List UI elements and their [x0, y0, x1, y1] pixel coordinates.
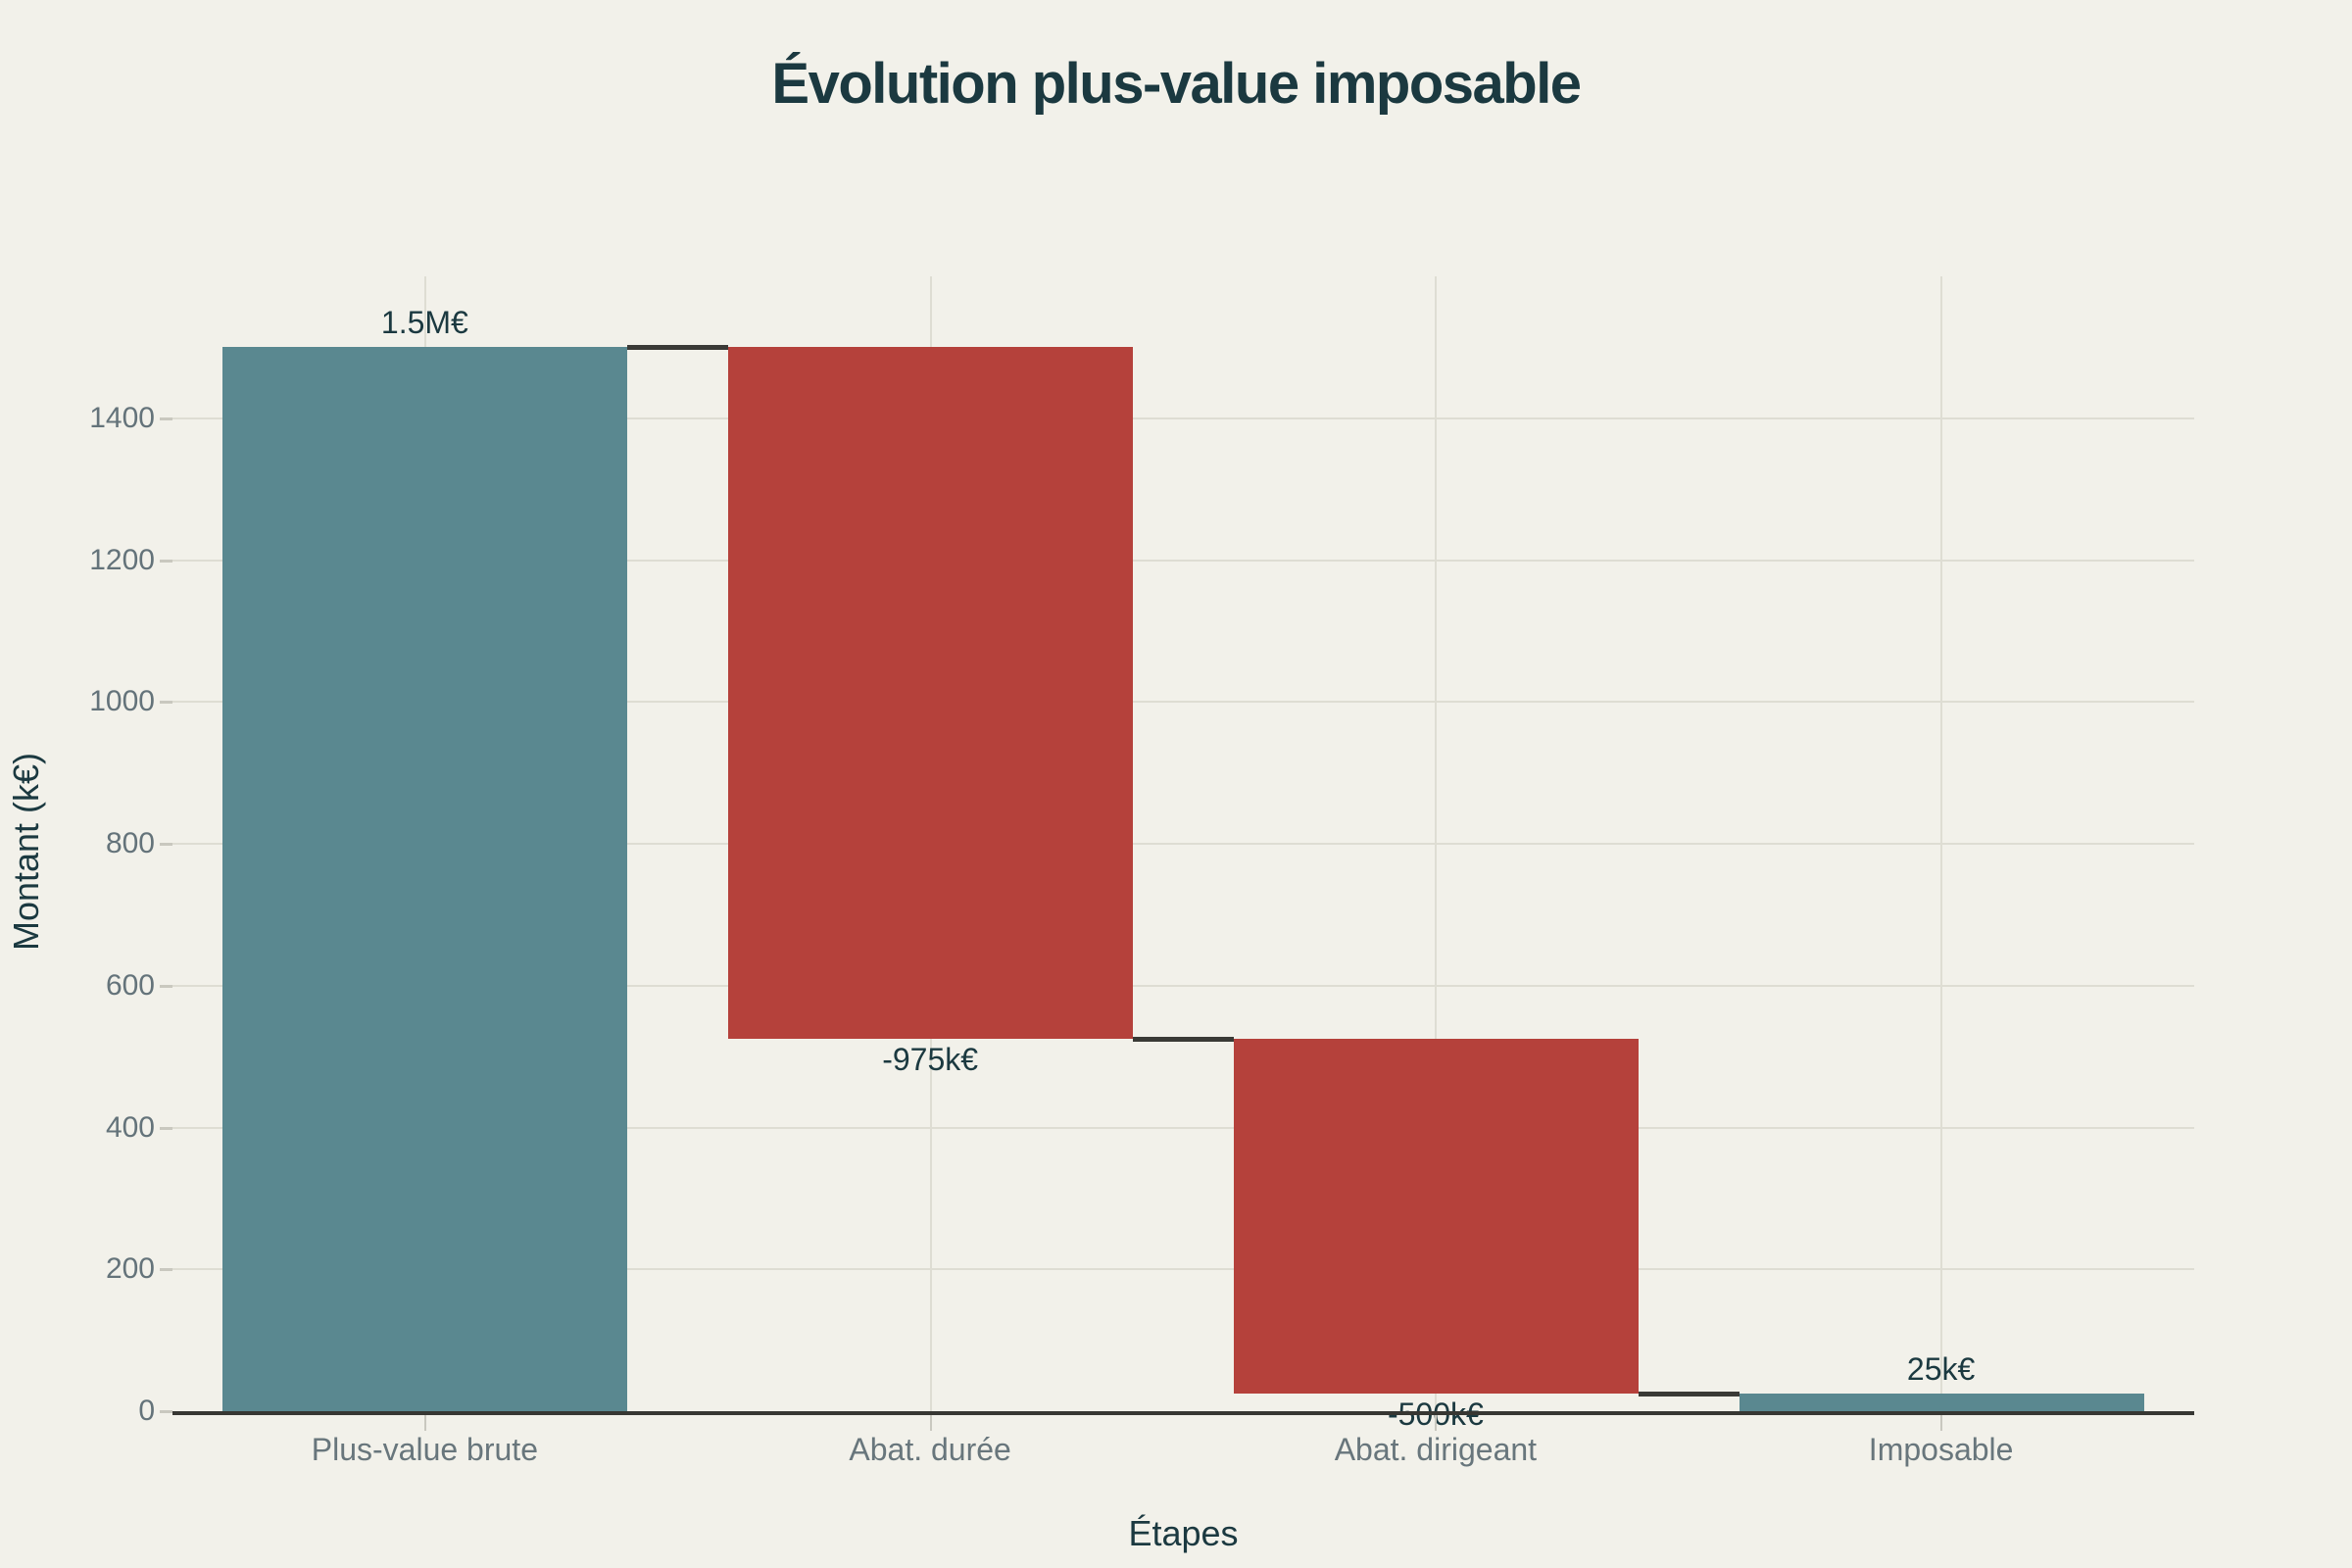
- gridline-y-800: [172, 843, 2194, 845]
- ytick-label-1200: 1200: [89, 543, 155, 576]
- connector-2: [1133, 1037, 1234, 1043]
- xtick-label-abat-dure-e: Abat. durée: [849, 1432, 1011, 1467]
- ytick-label-400: 400: [105, 1110, 155, 1144]
- ytick-label-1000: 1000: [89, 685, 155, 718]
- ytick-dash-200: [160, 1268, 172, 1272]
- gridline-x-imposable: [1940, 276, 1943, 1411]
- bar-abat-dure-e: [728, 347, 1134, 1040]
- bar-imposable: [1739, 1393, 2144, 1411]
- gridline-y-1400: [172, 416, 2194, 419]
- value-label-plus-value-brute: 1.5M€: [380, 305, 468, 341]
- value-label-abat-dure-e: -975k€: [882, 1042, 979, 1078]
- connector-1: [627, 345, 729, 351]
- bar-plus-value-brute: [222, 347, 628, 1411]
- value-label-imposable: 25k€: [1906, 1350, 1976, 1387]
- x-axis-line: [172, 1411, 2194, 1415]
- ytick-label-1400: 1400: [89, 401, 155, 434]
- gridline-y-1000: [172, 701, 2194, 704]
- xtick-dash-abat-dure-e: [929, 1415, 932, 1431]
- ytick-dash-600: [160, 984, 172, 988]
- bar-abat-dirigeant: [1233, 1039, 1639, 1394]
- xtick-dash-abat-dirigeant: [1435, 1415, 1438, 1431]
- xtick-dash-plus-value-brute: [423, 1415, 426, 1431]
- ytick-dash-1200: [160, 559, 172, 563]
- ytick-label-0: 0: [138, 1395, 155, 1427]
- gridline-y-400: [172, 1126, 2194, 1129]
- ytick-label-600: 600: [105, 968, 155, 1002]
- ytick-dash-800: [160, 843, 172, 846]
- gridline-y-200: [172, 1268, 2194, 1271]
- gridline-y-1200: [172, 559, 2194, 562]
- xtick-label-plus-value-brute: Plus-value brute: [311, 1432, 538, 1467]
- ytick-label-800: 800: [105, 827, 155, 859]
- connector-3: [1638, 1391, 1740, 1396]
- gridline-y-600: [172, 984, 2194, 987]
- xtick-label-imposable: Imposable: [1868, 1432, 2014, 1467]
- xtick-label-abat-dirigeant: Abat. dirigeant: [1334, 1432, 1538, 1467]
- ytick-dash-1000: [160, 701, 172, 705]
- ytick-label-200: 200: [105, 1252, 155, 1286]
- xtick-dash-imposable: [1940, 1415, 1943, 1431]
- x-axis-title: Étapes: [1128, 1513, 1239, 1553]
- gridline-x-abat-dirigeant: [1435, 276, 1438, 1411]
- chart-title: Évolution plus-value imposable: [771, 52, 1582, 116]
- ytick-dash-400: [160, 1126, 172, 1130]
- ytick-dash-0: [160, 1410, 172, 1413]
- ytick-dash-1400: [160, 416, 172, 420]
